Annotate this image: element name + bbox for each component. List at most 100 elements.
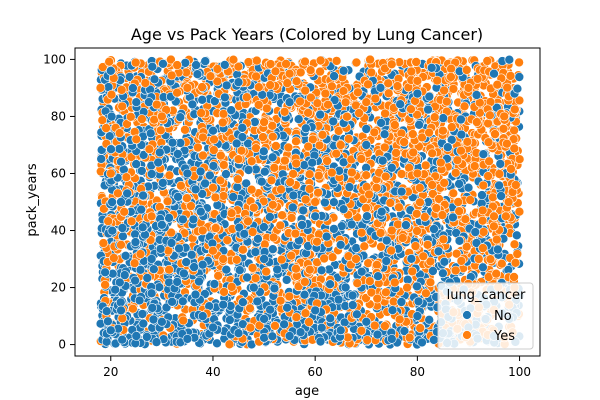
point-yes	[291, 263, 301, 274]
point-yes	[383, 88, 394, 99]
point-yes	[121, 172, 132, 182]
point-yes	[362, 335, 373, 345]
point-no	[471, 90, 482, 100]
point-no	[148, 314, 159, 325]
point-yes	[304, 169, 315, 179]
point-yes	[331, 56, 342, 66]
point-no	[316, 265, 327, 276]
point-no	[456, 114, 466, 125]
point-yes	[279, 107, 290, 117]
point-yes	[242, 92, 252, 102]
point-no	[298, 205, 309, 216]
point-no	[320, 197, 330, 208]
point-no	[131, 159, 141, 169]
point-no	[396, 186, 407, 197]
point-yes	[502, 82, 513, 93]
point-no	[433, 246, 444, 257]
point-yes	[327, 252, 338, 263]
point-no	[478, 262, 488, 273]
point-yes	[380, 171, 391, 182]
point-yes	[347, 167, 357, 178]
point-yes	[420, 160, 431, 171]
point-yes	[352, 278, 363, 289]
point-yes	[386, 245, 397, 256]
point-yes	[385, 198, 396, 208]
point-yes	[450, 168, 461, 178]
point-yes	[437, 210, 448, 220]
point-no	[130, 237, 141, 247]
point-yes	[412, 76, 423, 86]
point-yes	[431, 203, 442, 213]
point-yes	[300, 85, 311, 96]
point-yes	[319, 253, 330, 264]
point-no	[190, 289, 201, 300]
point-no	[372, 329, 383, 340]
point-no	[142, 332, 152, 342]
point-yes	[491, 268, 502, 279]
point-no	[316, 322, 327, 333]
point-yes	[233, 174, 243, 184]
point-no	[259, 222, 269, 232]
point-yes	[291, 312, 302, 323]
point-no	[134, 295, 145, 306]
point-no	[456, 129, 467, 140]
point-yes	[313, 170, 324, 181]
point-no	[228, 192, 238, 202]
point-yes	[465, 195, 476, 205]
point-no	[495, 159, 506, 169]
chart-title: Age vs Pack Years (Colored by Lung Cance…	[131, 25, 483, 44]
point-no	[221, 80, 232, 91]
point-yes	[446, 122, 457, 132]
point-yes	[485, 110, 495, 121]
point-yes	[286, 250, 297, 261]
point-yes	[261, 103, 272, 114]
point-yes	[315, 66, 325, 77]
point-no	[107, 197, 117, 207]
point-no	[142, 273, 153, 283]
point-no	[100, 267, 110, 278]
point-no	[137, 309, 148, 319]
point-yes	[104, 56, 114, 67]
point-yes	[288, 169, 298, 179]
point-yes	[501, 211, 511, 222]
point-yes	[275, 295, 286, 306]
point-yes	[512, 249, 523, 259]
point-yes	[303, 108, 313, 118]
point-no	[470, 227, 481, 237]
point-yes	[509, 104, 520, 115]
point-no	[346, 219, 357, 230]
point-no	[267, 244, 278, 254]
point-yes	[477, 215, 488, 226]
point-no	[117, 334, 127, 345]
point-yes	[304, 317, 314, 327]
point-yes	[286, 213, 297, 223]
point-yes	[106, 89, 117, 100]
point-no	[106, 111, 117, 122]
point-yes	[496, 258, 507, 269]
point-no	[259, 332, 269, 343]
point-yes	[439, 85, 449, 96]
point-no	[279, 319, 289, 330]
point-yes	[275, 220, 286, 231]
point-yes	[304, 184, 315, 194]
point-no	[175, 112, 186, 122]
point-yes	[291, 136, 301, 147]
point-yes	[441, 96, 452, 107]
point-no	[333, 294, 344, 305]
point-yes	[482, 56, 493, 66]
point-no	[439, 256, 450, 267]
point-yes	[477, 205, 488, 216]
point-yes	[258, 132, 268, 142]
point-yes	[117, 101, 127, 112]
point-yes	[193, 142, 203, 153]
point-yes	[270, 320, 280, 331]
point-yes	[245, 322, 256, 333]
point-yes	[448, 84, 459, 94]
point-no	[119, 270, 130, 280]
point-no	[429, 224, 439, 234]
point-no	[138, 318, 149, 329]
point-no	[96, 154, 106, 164]
point-yes	[128, 303, 138, 314]
point-yes	[224, 339, 235, 350]
point-no	[325, 313, 336, 324]
